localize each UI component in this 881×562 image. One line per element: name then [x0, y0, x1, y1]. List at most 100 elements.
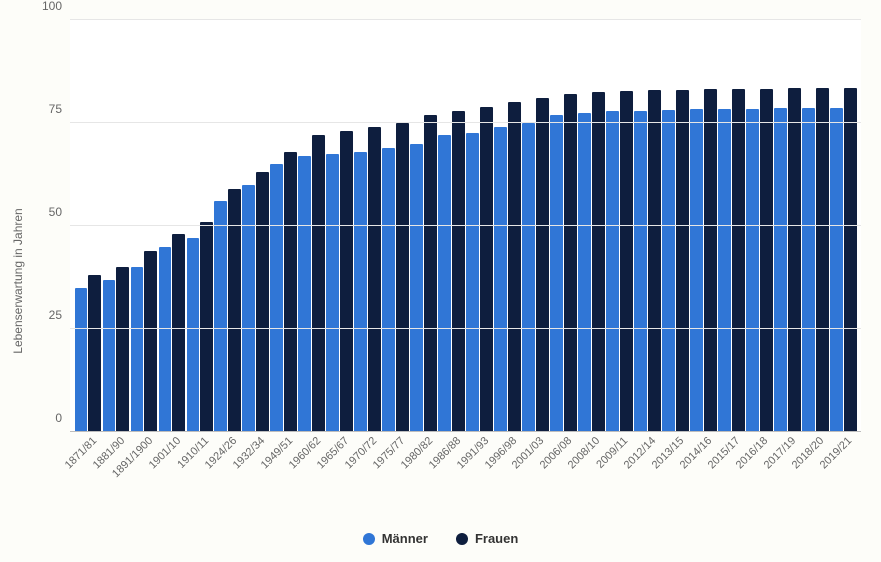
category-group: 1986/88 — [438, 20, 466, 432]
bar-frauen — [284, 152, 297, 432]
category-group: 1901/10 — [158, 20, 186, 432]
category-group: 1991/93 — [466, 20, 494, 432]
category-group: 1871/81 — [74, 20, 102, 432]
bar-maenner — [746, 109, 759, 432]
bar-frauen — [844, 88, 857, 432]
bar-frauen — [200, 222, 213, 432]
legend-swatch — [363, 533, 375, 545]
legend-item-maenner: Männer — [363, 531, 428, 546]
bar-frauen — [452, 111, 465, 432]
category-group: 2014/16 — [689, 20, 717, 432]
bar-maenner — [606, 111, 619, 432]
y-tick-label: 50 — [49, 205, 62, 219]
plot-area: 1871/811881/901891/19001901/101910/11192… — [70, 20, 861, 432]
bar-maenner — [187, 238, 200, 432]
bar-frauen — [536, 98, 549, 432]
bar-frauen — [788, 88, 801, 432]
bar-frauen — [564, 94, 577, 432]
category-group: 1910/11 — [186, 20, 214, 432]
category-group: 2017/19 — [773, 20, 801, 432]
bar-maenner — [103, 280, 116, 432]
bar-maenner — [690, 109, 703, 432]
category-group: 1924/26 — [214, 20, 242, 432]
bar-maenner — [522, 123, 535, 432]
bar-frauen — [312, 135, 325, 432]
category-group: 1891/1900 — [130, 20, 158, 432]
category-group: 1970/72 — [354, 20, 382, 432]
bar-maenner — [298, 156, 311, 432]
bar-maenner — [774, 108, 787, 432]
bar-maenner — [242, 185, 255, 432]
bar-maenner — [662, 110, 675, 432]
bar-frauen — [704, 89, 717, 432]
baseline — [70, 431, 861, 432]
bar-maenner — [718, 109, 731, 432]
bar-maenner — [326, 154, 339, 432]
bar-maenner — [830, 108, 843, 432]
category-group: 1975/77 — [382, 20, 410, 432]
category-group: 2009/11 — [605, 20, 633, 432]
category-group: 1965/67 — [326, 20, 354, 432]
bar-frauen — [760, 89, 773, 432]
bar-frauen — [508, 102, 521, 432]
bar-frauen — [424, 115, 437, 432]
bar-frauen — [732, 89, 745, 432]
bar-maenner — [131, 267, 144, 432]
y-axis-label: Lebenserwartung in Jahren — [11, 208, 25, 353]
category-group: 2008/10 — [577, 20, 605, 432]
legend-label: Männer — [382, 531, 428, 546]
bar-frauen — [116, 267, 129, 432]
bar-maenner — [634, 111, 647, 432]
category-group: 2019/21 — [829, 20, 857, 432]
category-group: 1932/34 — [242, 20, 270, 432]
category-group: 1980/82 — [410, 20, 438, 432]
category-group: 2018/20 — [801, 20, 829, 432]
bar-frauen — [592, 92, 605, 432]
bar-maenner — [270, 164, 283, 432]
category-group: 2015/17 — [717, 20, 745, 432]
grid-line — [70, 225, 861, 226]
bar-maenner — [214, 201, 227, 432]
category-group: 1996/98 — [494, 20, 522, 432]
bar-frauen — [256, 172, 269, 432]
category-group: 2006/08 — [549, 20, 577, 432]
bar-frauen — [620, 91, 633, 432]
bar-maenner — [75, 288, 88, 432]
bar-maenner — [550, 115, 563, 432]
bar-maenner — [438, 135, 451, 432]
bar-frauen — [676, 90, 689, 432]
bar-maenner — [494, 127, 507, 432]
bar-frauen — [144, 251, 157, 432]
bar-frauen — [480, 107, 493, 432]
bar-maenner — [382, 148, 395, 432]
category-group: 2012/14 — [633, 20, 661, 432]
bar-maenner — [578, 113, 591, 432]
legend-label: Frauen — [475, 531, 518, 546]
grid-line — [70, 328, 861, 329]
y-tick-label: 25 — [49, 308, 62, 322]
bar-maenner — [159, 247, 172, 432]
legend: Männer Frauen — [0, 531, 881, 546]
category-group: 2016/18 — [745, 20, 773, 432]
bar-maenner — [410, 144, 423, 432]
category-group: 2001/03 — [522, 20, 550, 432]
bar-maenner — [802, 108, 815, 432]
legend-item-frauen: Frauen — [456, 531, 518, 546]
life-expectancy-chart: Lebenserwartung in Jahren 1871/811881/90… — [0, 0, 881, 562]
bar-frauen — [340, 131, 353, 432]
bar-frauen — [172, 234, 185, 432]
category-group: 1960/62 — [298, 20, 326, 432]
y-tick-label: 0 — [55, 411, 62, 425]
legend-swatch — [456, 533, 468, 545]
bar-frauen — [816, 88, 829, 432]
category-group: 1949/51 — [270, 20, 298, 432]
bar-frauen — [368, 127, 381, 432]
category-group: 1881/90 — [102, 20, 130, 432]
bar-maenner — [354, 152, 367, 432]
y-tick-label: 75 — [49, 102, 62, 116]
bar-frauen — [88, 275, 101, 432]
bar-container: 1871/811881/901891/19001901/101910/11192… — [70, 20, 861, 432]
grid-line — [70, 122, 861, 123]
bar-frauen — [648, 90, 661, 432]
grid-line — [70, 19, 861, 20]
